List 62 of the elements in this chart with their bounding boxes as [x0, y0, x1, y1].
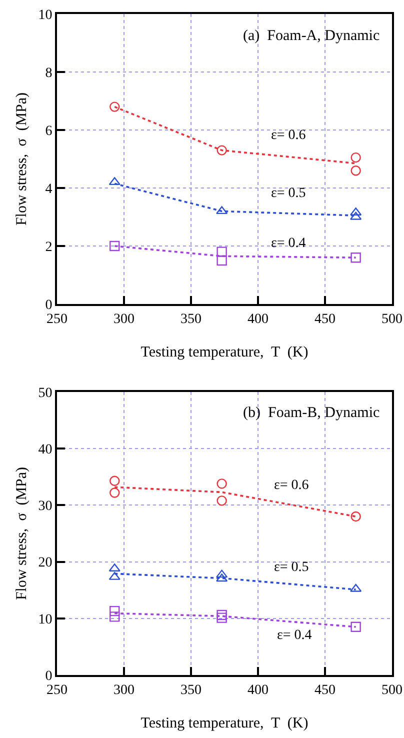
point — [350, 152, 361, 163]
y-tick-label: 20 — [38, 556, 52, 571]
point — [216, 246, 227, 257]
annotation: (a) Foam-A, Dynamic — [243, 28, 380, 44]
point — [108, 563, 120, 572]
point — [216, 570, 228, 578]
annotation: ε= 0.6 — [274, 478, 309, 493]
y-axis-title: Flow stress, σ (MPa) — [14, 466, 30, 600]
point — [216, 145, 227, 156]
annotation: ε= 0.6 — [271, 128, 306, 143]
point — [350, 166, 361, 176]
x-tick-label: 250 — [46, 312, 68, 327]
y-tick-label: 2 — [45, 240, 52, 255]
annotation: ε= 0.5 — [271, 186, 306, 201]
x-tick-label: 400 — [248, 682, 268, 698]
point — [216, 255, 227, 266]
annotation: ε= 0.5 — [274, 560, 309, 575]
annotation: ε= 0.4 — [277, 628, 312, 643]
y-tick-label: 50 — [38, 386, 52, 401]
x-tick-label: 300 — [114, 682, 134, 698]
point — [216, 612, 227, 623]
point — [110, 488, 120, 498]
y-tick-label: 10 — [38, 612, 52, 628]
point — [350, 511, 361, 522]
point — [216, 478, 227, 489]
point — [350, 212, 362, 220]
x-tick-label: 350 — [180, 312, 202, 327]
point — [216, 206, 228, 214]
x-tick-label: 250 — [46, 682, 68, 698]
point — [110, 476, 120, 486]
point — [216, 610, 227, 620]
point — [350, 252, 361, 263]
x-tick-label: 400 — [248, 312, 268, 327]
y-tick-label: 4 — [45, 182, 52, 197]
y-axis-title: Flow stress, σ (MPa) — [14, 92, 30, 226]
y-tick-label: 40 — [38, 442, 52, 458]
point — [350, 584, 362, 592]
y-tick-label: 0 — [45, 298, 52, 313]
point — [110, 240, 120, 252]
point — [216, 574, 228, 582]
x-axis-title: Testing temperature, T (K) — [140, 715, 308, 732]
annotation: ε= 0.4 — [271, 236, 306, 251]
x-tick-label: 450 — [314, 312, 336, 327]
point — [110, 606, 120, 616]
point — [108, 177, 120, 186]
point — [350, 622, 361, 632]
x-tick-label: 300 — [114, 312, 134, 327]
point — [108, 572, 120, 580]
y-tick-label: 10 — [38, 8, 52, 23]
point — [110, 102, 120, 112]
y-tick-label: 30 — [38, 499, 52, 514]
annotation: (b) Foam-B, Dynamic — [243, 405, 380, 421]
x-axis-title: Testing temperature, T (K) — [140, 344, 308, 360]
y-tick-label: 8 — [45, 66, 52, 81]
point — [216, 496, 227, 506]
y-tick-label: 6 — [45, 124, 52, 139]
y-tick-label: 0 — [45, 668, 52, 684]
x-tick-label: 500 — [382, 682, 402, 698]
point — [110, 612, 120, 622]
x-tick-label: 500 — [382, 312, 402, 327]
x-tick-label: 350 — [180, 682, 202, 698]
x-tick-label: 450 — [314, 682, 336, 698]
